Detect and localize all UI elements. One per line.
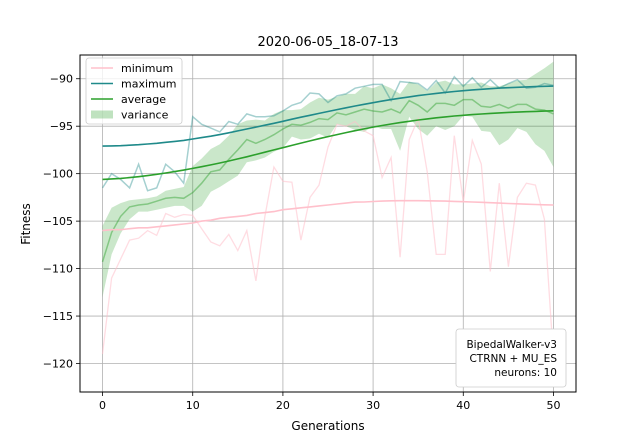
- axis-ticks: 0 10 20 30 40 50 −120 −115 −110 −105 −100 −95 −90: [43, 73, 561, 412]
- minimum-raw-line: [101, 116, 555, 359]
- minimum-trend-line: [102, 199, 554, 232]
- y-tick-label: −95: [50, 120, 73, 133]
- legend-box: [85, 57, 183, 125]
- plot-frame: [79, 54, 577, 393]
- x-tick-label: 10: [186, 399, 200, 412]
- info-box-line: neurons: 10: [494, 367, 557, 379]
- x-tick-label: 50: [546, 399, 560, 412]
- maximum-raw-line: [101, 75, 554, 192]
- y-tick-label: −100: [43, 168, 73, 181]
- y-tick-label: −90: [50, 73, 73, 86]
- average-raw-line: [101, 98, 554, 263]
- y-tick-label: −115: [43, 310, 73, 323]
- x-axis-title: Generations: [291, 419, 364, 433]
- maximum-trend-line: [102, 85, 554, 147]
- variance-band: [102, 61, 554, 298]
- series-lines: [101, 75, 555, 359]
- info-box-line: CTRNN + MU_ES: [469, 353, 557, 365]
- x-tick-label: 20: [276, 399, 290, 412]
- legend-label-maximum: maximum: [121, 78, 176, 91]
- x-tick-label: 40: [456, 399, 470, 412]
- y-tick-label: −120: [43, 358, 73, 371]
- y-axis-title: Fitness: [19, 203, 33, 245]
- legend-label-variance: variance: [121, 109, 169, 122]
- legend-label-minimum: minimum: [121, 62, 173, 75]
- y-tick-label: −110: [43, 263, 73, 276]
- x-tick-label: 30: [366, 399, 380, 412]
- info-box-line: BipedalWalker-v3: [466, 339, 557, 351]
- x-tick-label: 0: [99, 399, 106, 412]
- legend-label-average: average: [121, 93, 166, 106]
- average-trend-line: [102, 110, 554, 181]
- chart-title: 2020-06-05_18-07-13: [257, 35, 398, 50]
- y-tick-label: −105: [43, 215, 73, 228]
- legend-swatch-variance: [91, 110, 113, 119]
- variance-band-layer: [102, 61, 554, 298]
- info-box-frame: [455, 328, 567, 388]
- info-box: BipedalWalker-v3 CTRNN + MU_ES neurons: 10: [455, 328, 567, 388]
- legend: minimum maximum average variance: [85, 57, 183, 125]
